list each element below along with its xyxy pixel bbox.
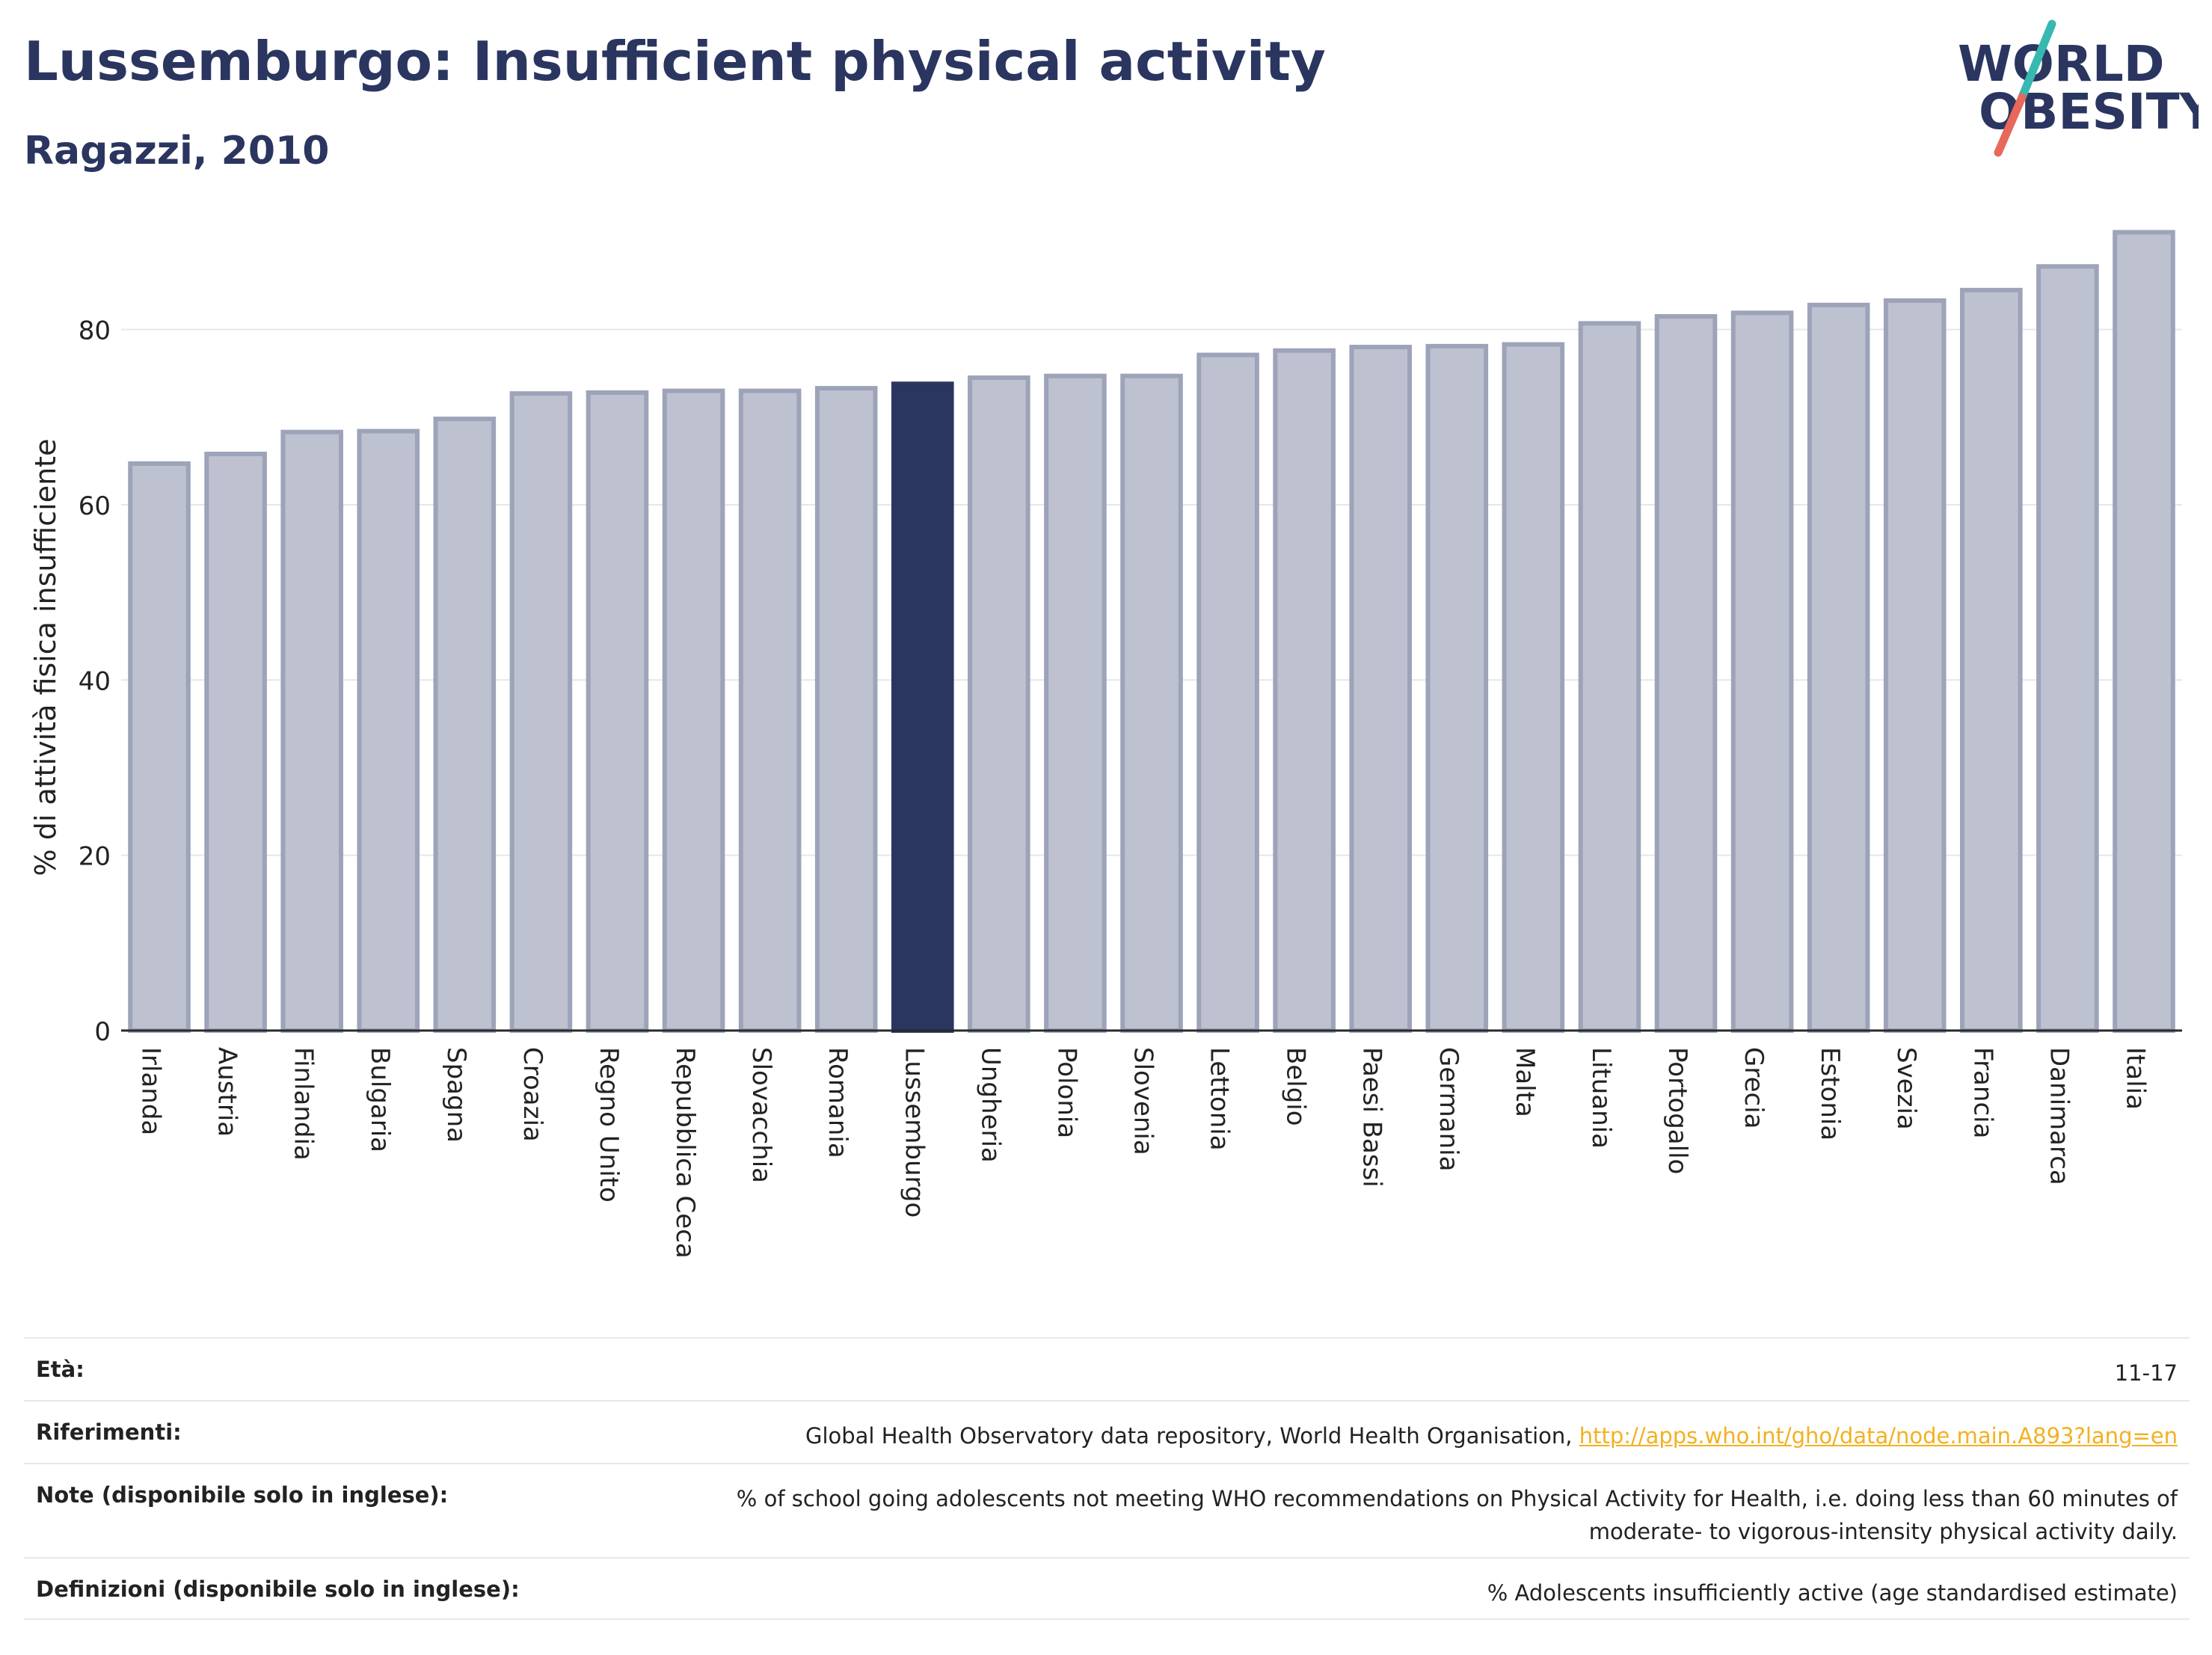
footer-value-age: 11-17	[2114, 1360, 2178, 1386]
bar-malta[interactable]	[1502, 342, 1565, 1033]
x-tick-label-irlanda: Irlanda	[136, 1047, 166, 1135]
bar-bulgaria[interactable]	[357, 429, 420, 1033]
x-tick-label-lituania: Lituania	[1586, 1047, 1616, 1149]
y-axis-label: % di attività fisica insufficiente	[29, 439, 62, 876]
x-tick-label-belgio: Belgio	[1281, 1047, 1311, 1126]
bar-danimarca[interactable]	[2036, 264, 2099, 1033]
footer-row-definitions: Definizioni (disponibile solo in inglese…	[24, 1557, 2190, 1620]
chart-footer: Età: 11-17 Riferimenti: Global Health Ob…	[24, 1337, 2190, 1620]
chart-subtitle: Ragazzi, 2010	[24, 129, 330, 174]
bar-croazia[interactable]	[509, 391, 573, 1033]
footer-label-notes: Note (disponibile solo in inglese):	[36, 1482, 449, 1508]
x-tick-label-lussemburgo: Lussemburgo	[899, 1047, 929, 1218]
logo-line1: WORLD	[1958, 35, 2165, 93]
chart-title: Lussemburgo: Insufficient physical activ…	[24, 30, 1326, 93]
x-tick-label-lettonia: Lettonia	[1205, 1047, 1235, 1151]
y-tick-labels: 0 20 40 60 80	[79, 316, 111, 1047]
footer-notes-line1: % of school going adolescents not meetin…	[736, 1486, 2178, 1511]
bar-austria[interactable]	[204, 451, 267, 1033]
bar-grecia[interactable]	[1730, 310, 1794, 1033]
footer-notes-line2: moderate- to vigorous-intensity physical…	[1588, 1519, 2178, 1544]
x-tick-label-finlandia: Finlandia	[289, 1047, 319, 1161]
footer-value-definitions: % Adolescents insufficiently active (age…	[1487, 1580, 2178, 1606]
bar-finlandia[interactable]	[280, 429, 343, 1033]
x-tick-label-estonia: Estonia	[1815, 1047, 1845, 1140]
x-tick-label-germania: Germania	[1434, 1047, 1463, 1171]
bar-germania[interactable]	[1425, 343, 1489, 1033]
x-tick-label-grecia: Grecia	[1739, 1047, 1769, 1129]
x-tick-label-romania: Romania	[823, 1047, 852, 1158]
x-tick-label-francia: Francia	[1967, 1047, 1997, 1138]
bar-irlanda[interactable]	[128, 461, 191, 1033]
bar-italia[interactable]	[2113, 230, 2175, 1033]
x-tick-label-danimarca: Danimarca	[2044, 1047, 2074, 1185]
x-tick-label-regno-unito: Regno Unito	[594, 1047, 624, 1203]
bar-francia[interactable]	[1960, 287, 2023, 1033]
footer-value-references: Global Health Observatory data repositor…	[805, 1419, 2178, 1452]
x-tick-labels: Irlanda Austria Finlandia Bulgaria Spagna Cro…	[136, 1047, 2151, 1259]
bar-paesi-bassi[interactable]	[1349, 345, 1413, 1034]
x-tick-label-malta: Malta	[1510, 1047, 1540, 1117]
bar-lettonia[interactable]	[1196, 352, 1259, 1034]
footer-row-references: Riferimenti: Global Health Observatory d…	[24, 1400, 2190, 1463]
bar-repubblica-ceca[interactable]	[662, 388, 725, 1033]
footer-reference-link[interactable]: http://apps.who.int/gho/data/node.main.A…	[1579, 1423, 2178, 1449]
footer-label-age: Età:	[36, 1357, 85, 1382]
bar-estonia[interactable]	[1807, 302, 1870, 1033]
bar-spagna[interactable]	[433, 417, 497, 1033]
bars	[128, 230, 2175, 1034]
bar-lituania[interactable]	[1578, 321, 1641, 1034]
bar-lussemburgo[interactable]	[891, 381, 954, 1033]
footer-label-references: Riferimenti:	[36, 1419, 182, 1445]
bar-slovacchia[interactable]	[738, 388, 802, 1033]
footer-label-definitions: Definizioni (disponibile solo in inglese…	[36, 1576, 520, 1602]
bar-romania[interactable]	[814, 386, 878, 1033]
bar-portogallo[interactable]	[1654, 314, 1718, 1034]
y-tick-label: 60	[79, 491, 111, 521]
y-tick-label: 40	[79, 666, 111, 696]
x-tick-label-croazia: Croazia	[517, 1047, 547, 1142]
x-tick-label-paesi-bassi: Paesi Bassi	[1357, 1047, 1387, 1188]
x-tick-label-repubblica-ceca: Repubblica Ceca	[670, 1047, 700, 1259]
bar-belgio[interactable]	[1273, 348, 1336, 1034]
bar-polonia[interactable]	[1044, 373, 1107, 1033]
x-tick-label-slovacchia: Slovacchia	[746, 1047, 776, 1183]
x-tick-label-ungheria: Ungheria	[975, 1047, 1005, 1163]
footer-reference-text: Global Health Observatory data repositor…	[805, 1423, 1579, 1449]
bar-ungheria[interactable]	[968, 375, 1030, 1034]
bar-regno-unito[interactable]	[586, 390, 649, 1033]
y-tick-label: 20	[79, 842, 111, 872]
bar-chart: 0 20 40 60 80 Irlanda Austria Finlandia Bulgari…	[29, 230, 2182, 1259]
footer-value-notes: % of school going adolescents not meetin…	[737, 1482, 2178, 1548]
logo-slash-red-icon	[1994, 93, 2027, 157]
footer-row-age: Età: 11-17	[24, 1337, 2190, 1400]
footer-row-notes: Note (disponibile solo in inglese): % of…	[24, 1463, 2190, 1557]
y-tick-label: 0	[94, 1017, 111, 1047]
y-tick-label: 80	[79, 316, 111, 346]
bar-slovenia[interactable]	[1120, 373, 1183, 1033]
logo-slash-teal-icon	[2018, 19, 2056, 102]
x-tick-label-polonia: Polonia	[1051, 1047, 1081, 1138]
x-tick-label-austria: Austria	[212, 1047, 242, 1137]
x-tick-label-slovenia: Slovenia	[1128, 1047, 1158, 1155]
world-obesity-logo: WORLD OBESITY	[1944, 15, 2199, 165]
x-tick-label-bulgaria: Bulgaria	[365, 1047, 395, 1152]
x-tick-label-svezia: Svezia	[1891, 1047, 1921, 1130]
bar-svezia[interactable]	[1883, 298, 1947, 1034]
x-tick-label-spagna: Spagna	[441, 1047, 471, 1143]
x-tick-label-portogallo: Portogallo	[1662, 1047, 1692, 1174]
x-tick-label-italia: Italia	[2120, 1047, 2150, 1110]
